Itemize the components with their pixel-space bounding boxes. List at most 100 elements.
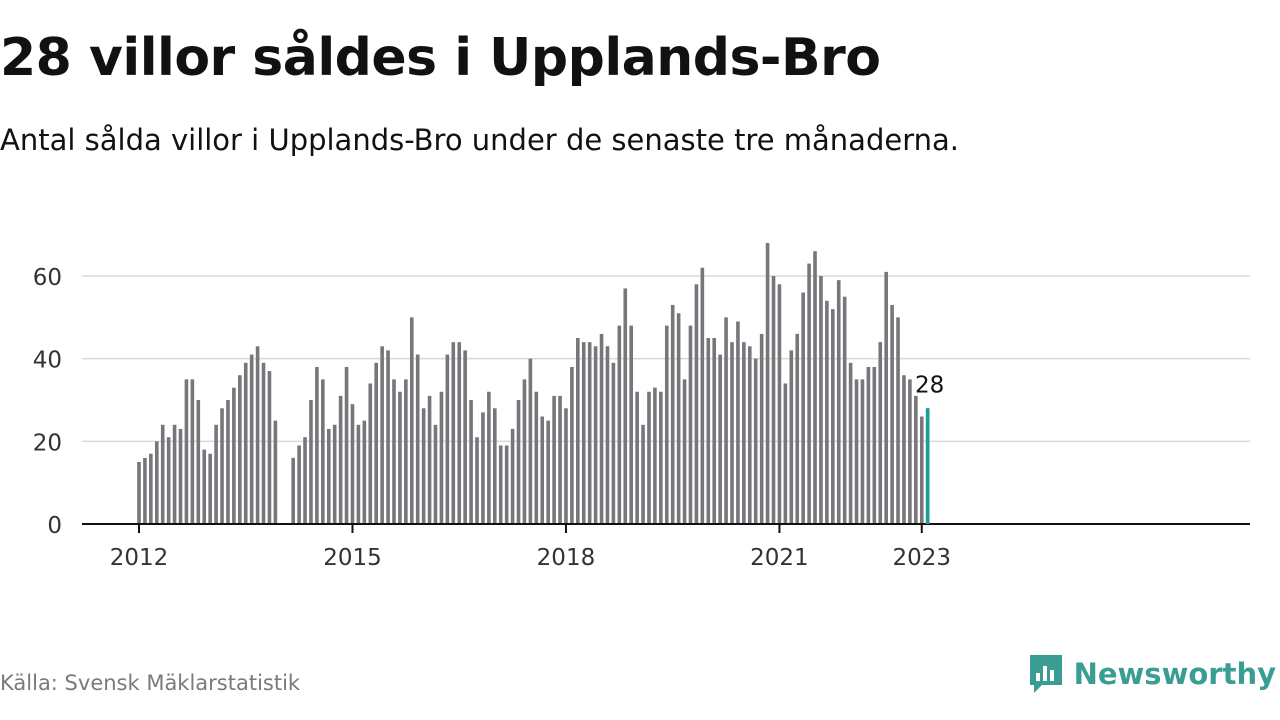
- bar: [291, 457, 295, 524]
- x-tick-label: 2021: [750, 545, 809, 571]
- bar: [617, 325, 622, 524]
- bar: [255, 346, 260, 524]
- bar: [576, 338, 580, 524]
- y-tick-label: 40: [33, 348, 62, 374]
- bar: [516, 400, 521, 524]
- bar: [534, 391, 539, 524]
- bar: [445, 354, 450, 524]
- newsworthy-logo-icon: [1029, 655, 1062, 693]
- bar: [890, 304, 894, 524]
- bar: [208, 453, 212, 524]
- bar: [718, 354, 722, 524]
- bar: [825, 300, 829, 524]
- bar: [463, 350, 467, 524]
- bar: [908, 379, 912, 524]
- bar: [149, 453, 153, 524]
- bar: [866, 366, 871, 524]
- bar: [647, 391, 651, 524]
- bar: [753, 358, 758, 524]
- bar: [433, 424, 438, 524]
- bar: [368, 383, 373, 524]
- bar: [860, 379, 865, 524]
- bar: [919, 416, 924, 524]
- bar: [635, 391, 639, 524]
- chart-title: 28 villor såldes i Upplands-Bro: [0, 28, 881, 88]
- bar: [143, 457, 147, 524]
- bar-chart: 0 20 40 60 2012 2015 2018 2021 2023 28: [33, 242, 1250, 571]
- bar: [706, 338, 711, 524]
- bar: [848, 362, 853, 524]
- bar: [552, 395, 556, 524]
- bar: [214, 424, 218, 524]
- bar: [196, 400, 201, 524]
- bar: [356, 424, 361, 524]
- bar: [451, 342, 456, 524]
- bar: [172, 424, 177, 524]
- bar: [137, 462, 141, 524]
- bar: [493, 408, 497, 524]
- bar: [653, 387, 657, 524]
- x-tick-label: 2015: [323, 545, 382, 571]
- bar: [380, 346, 384, 524]
- bar: [267, 371, 272, 524]
- x-tick-label: 2023: [892, 545, 951, 571]
- bar: [439, 391, 444, 524]
- bar: [878, 342, 883, 524]
- bar: [243, 362, 248, 524]
- bar: [226, 400, 230, 524]
- x-tick-label: 2012: [110, 545, 169, 571]
- bar: [238, 375, 242, 524]
- bar: [273, 420, 278, 524]
- bar: [676, 313, 681, 524]
- bar: [166, 437, 171, 524]
- bar: [670, 304, 675, 524]
- bar: [338, 395, 343, 524]
- bar: [777, 284, 782, 524]
- bar: [611, 362, 616, 524]
- bar: [374, 362, 378, 524]
- bar: [700, 267, 705, 524]
- bar: [819, 276, 823, 524]
- bar: [421, 408, 426, 524]
- bar: [789, 350, 794, 524]
- bar: [641, 424, 645, 524]
- bar: [783, 383, 788, 524]
- y-axis-ticks: 0 20 40 60: [33, 265, 62, 539]
- bar: [605, 346, 610, 524]
- x-axis-ticks: 2012 2015 2018 2021 2023: [110, 524, 951, 571]
- bar: [160, 424, 165, 524]
- bar: [332, 424, 337, 524]
- bar: [386, 350, 390, 524]
- bar: [315, 366, 319, 524]
- bar: [487, 391, 491, 524]
- bar: [220, 408, 224, 524]
- bar: [884, 271, 888, 524]
- bar: [688, 325, 693, 524]
- bar: [771, 276, 776, 524]
- bar: [498, 445, 503, 524]
- bar: [190, 379, 195, 524]
- bar: [842, 296, 847, 524]
- brand[interactable]: Newsworthy: [1028, 652, 1276, 696]
- bar: [362, 420, 367, 524]
- bar: [344, 366, 349, 524]
- bar: [481, 412, 485, 524]
- bar: [415, 354, 420, 524]
- bar: [261, 362, 266, 524]
- bar: [398, 391, 402, 524]
- bar: [765, 242, 770, 524]
- bar: [747, 346, 752, 524]
- bar: [813, 251, 817, 525]
- bar: [682, 379, 687, 524]
- bar: [831, 309, 835, 524]
- bar: [664, 325, 669, 524]
- bar: [249, 354, 254, 524]
- bar: [321, 379, 325, 524]
- bar: [801, 292, 805, 524]
- highlight-bar: [925, 408, 930, 524]
- chart-subtitle: Antal sålda villor i Upplands-Bro under …: [0, 123, 959, 157]
- bar: [599, 333, 604, 524]
- bar: [564, 408, 568, 524]
- bar: [730, 342, 734, 524]
- bar: [326, 428, 331, 524]
